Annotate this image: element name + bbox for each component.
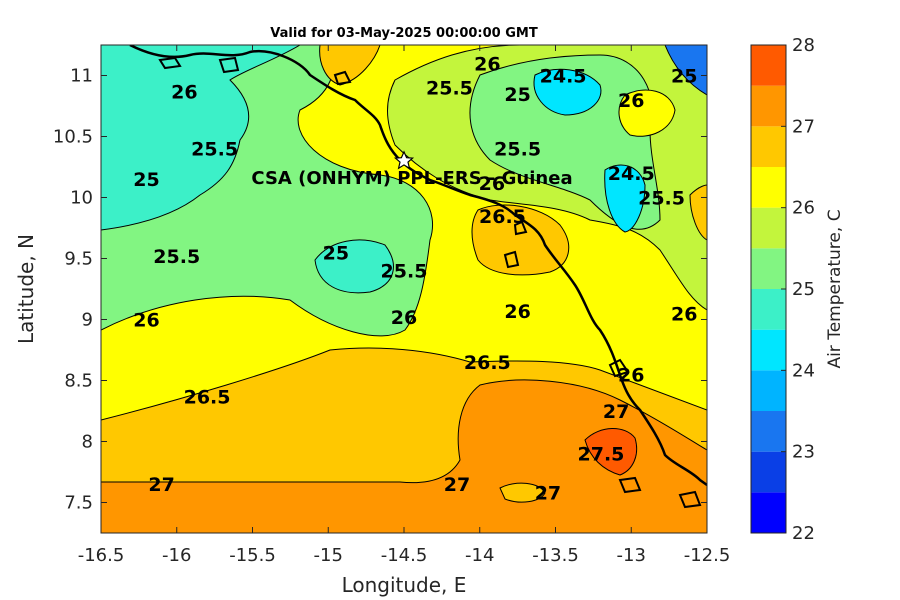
x-tick-label: -15.5 xyxy=(229,545,276,566)
contour-label: 26 xyxy=(391,307,417,329)
band-26-26.5-inland xyxy=(471,204,570,276)
station-star-icon xyxy=(393,150,415,170)
station-label: CSA (ONHYM) PPL-ERS - Guinea xyxy=(251,168,572,189)
colorbar-swatch xyxy=(751,207,786,249)
colorbar-swatch xyxy=(751,45,786,86)
colorbar-swatch xyxy=(751,492,786,533)
contour-label: 25 xyxy=(671,66,697,88)
x-tick-label: -15 xyxy=(314,545,343,566)
contour-label: 26 xyxy=(618,364,644,386)
x-tick-label: -13 xyxy=(617,545,646,566)
coastline xyxy=(129,45,707,487)
contour-label: 26 xyxy=(474,53,500,75)
x-tick-label: -16 xyxy=(162,545,191,566)
contour-label: 25.5 xyxy=(191,139,238,161)
contour-label: 27 xyxy=(148,474,174,496)
colorbar-swatch xyxy=(751,126,786,167)
colorbar-tick-label: 27 xyxy=(792,116,815,137)
colorbar-swatch xyxy=(751,289,786,330)
colorbar-swatch xyxy=(751,167,786,208)
contour-label: 27 xyxy=(535,483,561,505)
colorbar-swatch xyxy=(751,411,786,452)
x-axis-label: Longitude, E xyxy=(342,573,467,597)
colorbar-tick-label: 22 xyxy=(792,523,815,544)
contour-label: 26 xyxy=(618,90,644,112)
y-tick-label: 8 xyxy=(82,432,93,453)
band-27-27.5-southeast xyxy=(584,428,638,476)
x-tick-label: -13.5 xyxy=(532,545,579,566)
contour-label: 25.5 xyxy=(638,188,685,210)
x-tick-label: -12.5 xyxy=(684,545,731,566)
y-tick-label: 7.5 xyxy=(64,493,93,514)
colorbar-swatch xyxy=(751,451,786,493)
y-tick-label: 11 xyxy=(70,66,93,87)
colorbar-tick-label: 25 xyxy=(792,279,815,300)
contour-label: 25 xyxy=(133,169,159,191)
contour-label: 26 xyxy=(133,310,159,332)
contour-label: 25.5 xyxy=(381,261,428,283)
contour-label: 25 xyxy=(323,242,349,264)
contour-label: 25.5 xyxy=(494,139,541,161)
contour-label: 26 xyxy=(504,301,530,323)
y-tick-label: 8.5 xyxy=(64,371,93,392)
colorbar: 22 23 24 25 26 27 28 xyxy=(750,35,815,544)
contour-label: 24.5 xyxy=(608,163,655,185)
band-26-26.5-east xyxy=(689,184,707,241)
band-24.5-25-center xyxy=(314,239,394,294)
y-tick-label: 10.5 xyxy=(53,127,93,148)
chart-title: Valid for 03-May-2025 00:00:00 GMT xyxy=(270,26,538,41)
x-tick-label: -14.5 xyxy=(381,545,428,566)
contour-label: 27 xyxy=(603,401,629,423)
contour-label: 26 xyxy=(171,81,197,103)
y-axis-label: Latitude, N xyxy=(14,234,38,344)
colorbar-tick-label: 26 xyxy=(792,198,815,219)
band-24-24.5-north xyxy=(533,68,602,116)
contour-label: 26.5 xyxy=(464,352,511,374)
band-24.5-25-west xyxy=(101,45,301,231)
band-24-24.5-east xyxy=(604,164,646,233)
colorbar-tick-label: 23 xyxy=(792,442,815,463)
colorbar-swatch xyxy=(751,248,786,289)
x-tick-label: -16.5 xyxy=(78,545,125,566)
colorbar-swatch xyxy=(751,329,786,371)
contour-label: 25.5 xyxy=(426,78,473,100)
colorbar-tick-label: 24 xyxy=(792,360,815,381)
contour-label: 26.5 xyxy=(184,386,231,408)
x-tick-label: -14 xyxy=(465,545,494,566)
colorbar-tick-label: 28 xyxy=(792,35,815,56)
band-25.5-26-ne-pocket xyxy=(618,89,676,137)
colorbar-swatch xyxy=(751,85,786,127)
contour-label: 26 xyxy=(479,173,505,195)
contour-label: 26 xyxy=(671,303,697,325)
coastline-islands xyxy=(158,56,702,509)
colorbar-swatch xyxy=(751,370,786,411)
contour-label: 25.5 xyxy=(153,246,200,268)
x-axis: -16.5 -16 -15.5 -15 -14.5 -14 -13.5 -13 -12.5 xyxy=(78,45,731,566)
y-axis: 11 10.5 10 9.5 9 8.5 8 7.5 xyxy=(53,66,707,514)
band-26.5-27-south xyxy=(101,379,707,533)
y-tick-label: 9 xyxy=(82,310,93,331)
y-tick-label: 10 xyxy=(70,188,93,209)
band-26.5-27-pocket xyxy=(499,482,546,503)
contour-label: 27.5 xyxy=(578,444,625,466)
contour-label: 26.5 xyxy=(479,206,526,228)
contour-label: 25 xyxy=(504,84,530,106)
contour-label: 27 xyxy=(444,474,470,496)
colorbar-label: Air Temperature, C xyxy=(825,209,845,368)
y-tick-label: 9.5 xyxy=(64,249,93,270)
contour-label: 24.5 xyxy=(540,66,587,88)
station-marker: CSA (ONHYM) PPL-ERS - Guinea xyxy=(251,150,573,189)
